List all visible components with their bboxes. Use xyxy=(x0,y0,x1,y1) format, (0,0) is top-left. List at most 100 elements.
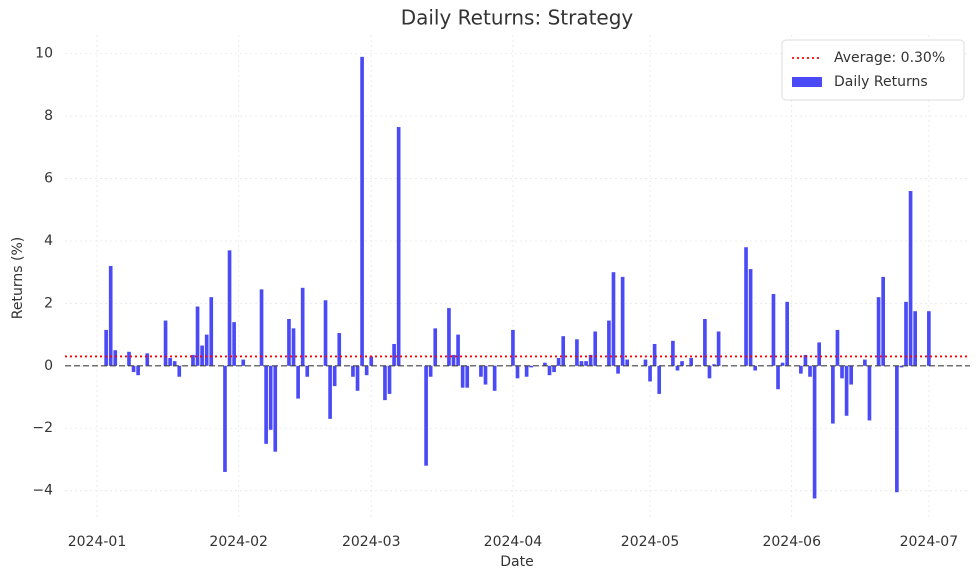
bar xyxy=(492,365,497,391)
bar xyxy=(332,365,337,387)
legend-label: Daily Returns xyxy=(834,74,928,90)
y-tick-label: 2 xyxy=(44,295,53,311)
bar xyxy=(131,365,136,373)
bar xyxy=(355,365,360,391)
legend-label: Average: 0.30% xyxy=(834,50,945,66)
bar xyxy=(927,311,931,366)
bar xyxy=(447,308,451,366)
bar xyxy=(191,354,195,366)
bar xyxy=(209,297,214,366)
bar xyxy=(620,276,625,366)
bar xyxy=(424,365,428,466)
bar xyxy=(716,331,721,366)
y-tick-label: 8 xyxy=(44,108,53,124)
bar xyxy=(392,343,396,366)
bar xyxy=(648,365,652,382)
bar xyxy=(529,365,534,368)
bar xyxy=(908,191,913,366)
bar xyxy=(200,345,204,366)
bar xyxy=(561,336,566,366)
bar xyxy=(753,365,758,371)
bar xyxy=(232,322,236,366)
bar xyxy=(844,365,849,416)
bar xyxy=(456,334,460,366)
bar xyxy=(168,358,172,366)
bar xyxy=(296,365,300,399)
y-tick-label: 4 xyxy=(44,233,53,249)
x-tick-label: 2024-05 xyxy=(621,534,680,550)
bar xyxy=(223,365,227,472)
bar xyxy=(625,359,630,366)
bar xyxy=(547,365,552,376)
bar xyxy=(712,364,716,366)
bar xyxy=(876,297,881,366)
bar xyxy=(808,365,812,377)
bar xyxy=(383,365,387,401)
bar xyxy=(515,365,520,379)
bar xyxy=(268,365,273,430)
bar xyxy=(127,351,131,366)
bar xyxy=(451,354,456,366)
y-tick-label: 10 xyxy=(35,46,53,62)
chart-title: Daily Returns: Strategy xyxy=(401,6,634,30)
x-tick-label: 2024-03 xyxy=(342,534,401,550)
bar xyxy=(744,247,748,366)
x-tick-label: 2024-07 xyxy=(900,534,959,550)
bar xyxy=(799,365,803,374)
bar xyxy=(204,334,209,366)
x-axis-label: Date xyxy=(500,554,533,570)
bar xyxy=(108,265,113,366)
bar xyxy=(104,329,108,366)
bar xyxy=(396,127,401,366)
bar xyxy=(113,350,118,366)
bar xyxy=(584,361,588,366)
bar xyxy=(177,365,182,377)
bar xyxy=(556,358,561,366)
bar xyxy=(337,333,342,366)
y-tick-label: −2 xyxy=(32,420,53,436)
x-tick-label: 2024-02 xyxy=(209,534,268,550)
bar xyxy=(881,276,885,366)
y-tick-label: 0 xyxy=(44,358,53,374)
bar xyxy=(195,306,200,366)
bar xyxy=(812,365,817,499)
bar xyxy=(849,365,853,385)
x-tick-label: 2024-06 xyxy=(762,534,821,550)
legend-box xyxy=(781,39,965,101)
bar xyxy=(287,319,291,366)
bar xyxy=(323,300,328,366)
bar xyxy=(785,301,789,366)
bar xyxy=(387,365,392,394)
bar xyxy=(227,250,232,366)
y-axis-label: Returns (%) xyxy=(10,237,26,319)
bar xyxy=(328,365,332,419)
bar xyxy=(433,328,438,366)
x-tick-label: 2024-04 xyxy=(484,534,543,550)
bar xyxy=(913,311,917,366)
bar xyxy=(136,365,140,376)
bar xyxy=(899,365,904,368)
bar xyxy=(145,353,150,366)
bar xyxy=(543,362,547,366)
bar xyxy=(575,339,579,366)
bar xyxy=(360,56,364,366)
bar xyxy=(776,365,780,390)
bar xyxy=(351,365,355,377)
bar xyxy=(831,365,835,424)
bar xyxy=(172,361,177,366)
bar xyxy=(428,365,433,377)
x-tick-label: 2024-01 xyxy=(68,534,127,550)
bar xyxy=(579,361,584,366)
bar xyxy=(657,365,662,394)
bar xyxy=(273,365,278,452)
bar xyxy=(895,365,899,493)
bar xyxy=(479,365,483,377)
bar xyxy=(465,365,470,388)
bar xyxy=(689,358,694,366)
bar xyxy=(364,365,369,376)
bar xyxy=(305,365,310,377)
bar xyxy=(803,354,808,366)
bar xyxy=(369,356,374,366)
bar xyxy=(241,359,246,366)
